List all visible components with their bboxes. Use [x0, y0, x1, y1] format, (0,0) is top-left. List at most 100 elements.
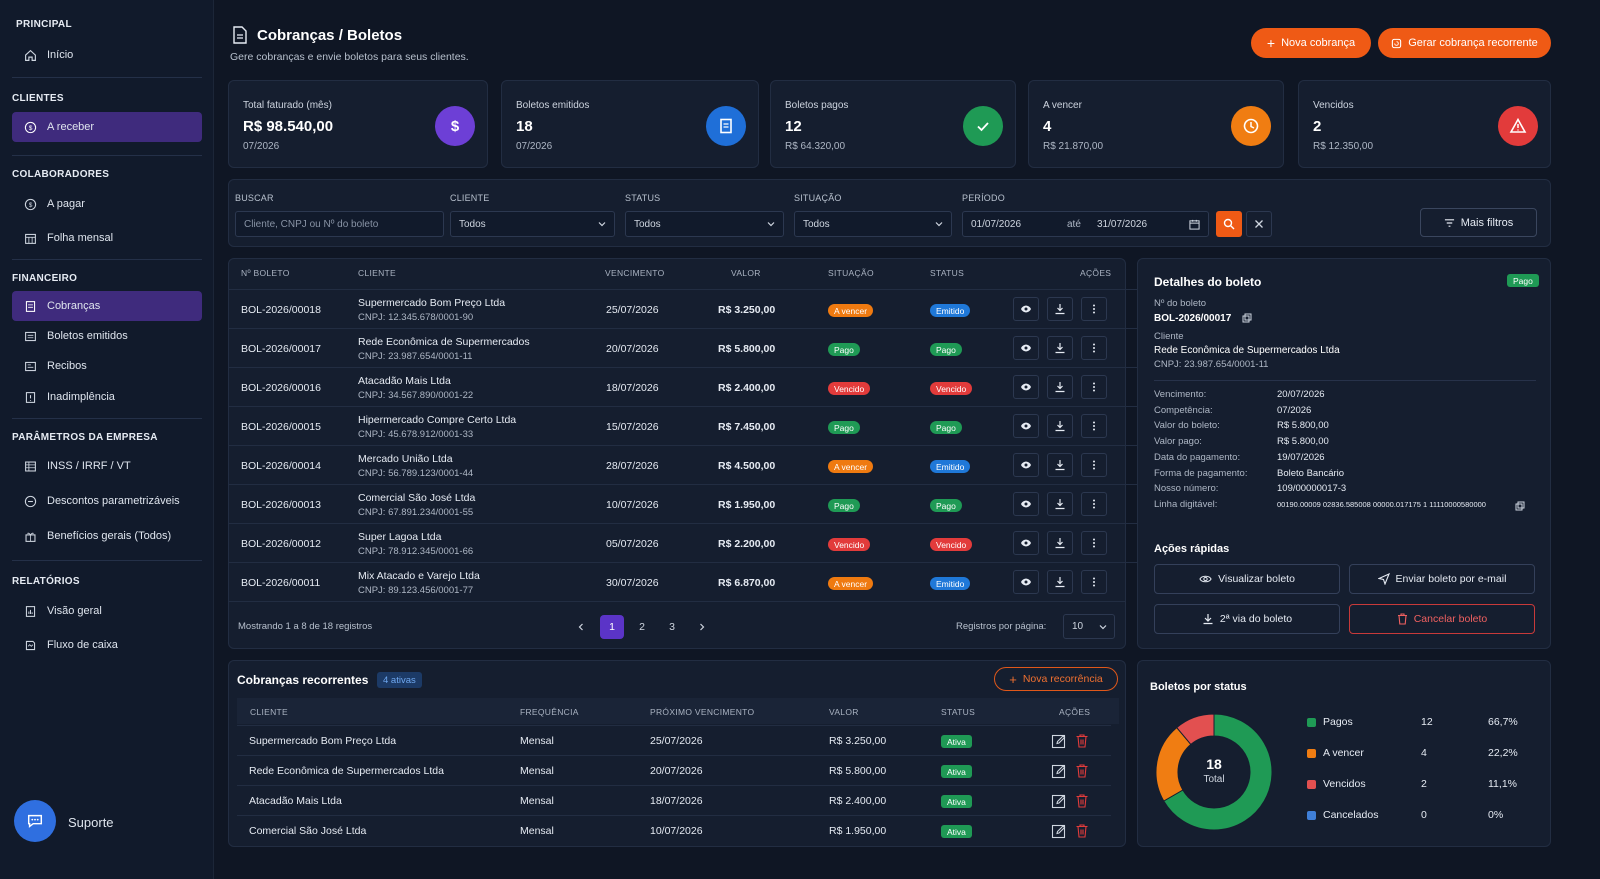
download-button[interactable]: [1047, 531, 1073, 555]
nova-cobranca-button[interactable]: + Nova cobrança: [1251, 28, 1371, 58]
nova-recorrencia-button[interactable]: + Nova recorrência: [994, 667, 1118, 691]
more-vertical-icon: [1093, 538, 1095, 548]
view-button[interactable]: [1013, 297, 1039, 321]
delete-button[interactable]: [1075, 823, 1089, 839]
sidebar-item-fluxo[interactable]: Fluxo de caixa: [12, 630, 202, 660]
th-prox: PRÓXIMO VENCIMENTO: [650, 707, 755, 717]
clear-filters-button[interactable]: [1246, 211, 1272, 237]
edit-icon: [1051, 734, 1066, 749]
edit-button[interactable]: [1051, 733, 1067, 749]
download-button[interactable]: [1047, 453, 1073, 477]
download-button[interactable]: [1047, 375, 1073, 399]
more-button[interactable]: [1081, 336, 1107, 360]
chevron-down-icon: [767, 222, 775, 227]
edit-button[interactable]: [1051, 823, 1067, 839]
detail-field-label: Forma de pagamento:: [1154, 467, 1248, 479]
divider: [12, 155, 202, 156]
sidebar-item-beneficios[interactable]: Benefícios gerais (Todos): [12, 521, 202, 551]
search-button[interactable]: [1216, 211, 1242, 237]
table-row[interactable]: BOL-2026/00014 Mercado União Ltda CNPJ: 56…: [229, 445, 1145, 484]
table-row[interactable]: BOL-2026/00016 Atacadão Mais Ltda CNPJ: 34…: [229, 367, 1145, 406]
support-label[interactable]: Suporte: [68, 815, 114, 830]
view-button[interactable]: [1013, 570, 1039, 594]
edit-button[interactable]: [1051, 763, 1067, 779]
eye-icon: [1021, 383, 1031, 391]
view-button[interactable]: [1013, 453, 1039, 477]
table-row[interactable]: BOL-2026/00011 Mix Atacado e Varejo Ltda C…: [229, 562, 1145, 601]
situacao-select[interactable]: Todos: [794, 211, 952, 237]
sidebar-item-a-receber[interactable]: $ A receber: [12, 112, 202, 142]
prev-page-button[interactable]: [569, 615, 593, 639]
view-button[interactable]: [1013, 531, 1039, 555]
mais-filtros-button[interactable]: Mais filtros: [1420, 208, 1537, 237]
delete-button[interactable]: [1075, 793, 1089, 809]
page-1-button[interactable]: 1: [600, 615, 624, 639]
table-row[interactable]: Comercial São José Ltda Mensal 10/07/2026 R…: [237, 815, 1111, 845]
sidebar-item-inicio[interactable]: Início: [12, 40, 202, 70]
visualizar-boleto-button[interactable]: Visualizar boleto: [1154, 564, 1340, 594]
segunda-via-button[interactable]: 2ª via do boleto: [1154, 604, 1340, 634]
more-button[interactable]: [1081, 375, 1107, 399]
status-badge: Pago: [1507, 274, 1539, 287]
enviar-email-button[interactable]: Enviar boleto por e-mail: [1349, 564, 1535, 594]
download-button[interactable]: [1047, 297, 1073, 321]
table-row[interactable]: Rede Econômica de Supermercados Ltda Mens…: [237, 755, 1111, 785]
rec-prox: 18/07/2026: [650, 795, 703, 807]
sidebar-item-recibos[interactable]: Recibos: [12, 351, 202, 381]
kpi-sub: R$ 64.320,00: [785, 141, 846, 152]
delete-button[interactable]: [1075, 763, 1089, 779]
view-button[interactable]: [1013, 492, 1039, 516]
cancelar-boleto-button[interactable]: Cancelar boleto: [1349, 604, 1535, 634]
sidebar-item-inadimplencia[interactable]: Inadimplência: [12, 382, 202, 412]
boleto-num: BOL-2026/00011: [241, 577, 321, 589]
page-3-button[interactable]: 3: [669, 621, 675, 633]
more-button[interactable]: [1081, 492, 1107, 516]
gerar-recorrente-button[interactable]: Gerar cobrança recorrente: [1378, 28, 1551, 58]
table-row[interactable]: BOL-2026/00017 Rede Econômica de Supermer…: [229, 328, 1145, 367]
sidebar-item-a-pagar[interactable]: $ A pagar: [12, 189, 202, 219]
rec-freq: Mensal: [520, 825, 554, 837]
view-button[interactable]: [1013, 336, 1039, 360]
sidebar-item-folha[interactable]: Folha mensal: [12, 223, 202, 253]
sidebar-item-cobrancas[interactable]: Cobranças: [12, 291, 202, 321]
send-icon: [1377, 573, 1390, 585]
download-button[interactable]: [1047, 336, 1073, 360]
delete-button[interactable]: [1075, 733, 1089, 749]
table-row[interactable]: Atacadão Mais Ltda Mensal 18/07/2026 R$ 2.4…: [237, 785, 1111, 815]
copy-icon[interactable]: [1515, 501, 1525, 511]
periodo-input[interactable]: 01/07/2026 até 31/07/2026: [962, 211, 1209, 237]
sidebar-item-boletos[interactable]: Boletos emitidos: [12, 321, 202, 351]
cliente-select[interactable]: Todos: [450, 211, 615, 237]
download-button[interactable]: [1047, 414, 1073, 438]
kpi-sub: 07/2026: [243, 141, 280, 152]
copy-icon[interactable]: [1242, 313, 1252, 323]
next-page-button[interactable]: [690, 615, 714, 639]
view-button[interactable]: [1013, 375, 1039, 399]
more-button[interactable]: [1081, 570, 1107, 594]
table-row[interactable]: Supermercado Bom Preço Ltda Mensal 25/07/2…: [237, 725, 1111, 755]
page-2-button[interactable]: 2: [639, 621, 645, 633]
sidebar-item-visao-geral[interactable]: Visão geral: [12, 596, 202, 626]
kpi-value: 4: [1043, 118, 1052, 135]
table-row[interactable]: BOL-2026/00012 Super Lagoa Ltda CNPJ: 78.9…: [229, 523, 1145, 562]
search-input[interactable]: Cliente, CNPJ ou Nº do boleto: [235, 211, 444, 237]
boleto-valor: R$ 4.500,00: [718, 460, 776, 472]
sidebar-item-descontos[interactable]: Descontos parametrizáveis: [12, 486, 202, 516]
table-row[interactable]: BOL-2026/00013 Comercial São José Ltda CNP…: [229, 484, 1145, 523]
sidebar-item-inss[interactable]: INSS / IRRF / VT: [12, 451, 202, 481]
per-page-select[interactable]: 10: [1063, 614, 1115, 639]
legend-pct: 11,1%: [1488, 778, 1517, 790]
more-button[interactable]: [1081, 297, 1107, 321]
status-select[interactable]: Todos: [625, 211, 784, 237]
more-button[interactable]: [1081, 531, 1107, 555]
view-button[interactable]: [1013, 414, 1039, 438]
support-button[interactable]: [14, 800, 56, 842]
more-button[interactable]: [1081, 414, 1107, 438]
table-row[interactable]: BOL-2026/00015 Hipermercado Compre Certo …: [229, 406, 1145, 445]
download-button[interactable]: [1047, 492, 1073, 516]
edit-button[interactable]: [1051, 793, 1067, 809]
download-button[interactable]: [1047, 570, 1073, 594]
more-button[interactable]: [1081, 453, 1107, 477]
table-row[interactable]: BOL-2026/00018 Supermercado Bom Preço Ltd…: [229, 289, 1145, 328]
kpi-card: Total faturado (mês) R$ 98.540,00 07/2026 $: [228, 80, 488, 168]
